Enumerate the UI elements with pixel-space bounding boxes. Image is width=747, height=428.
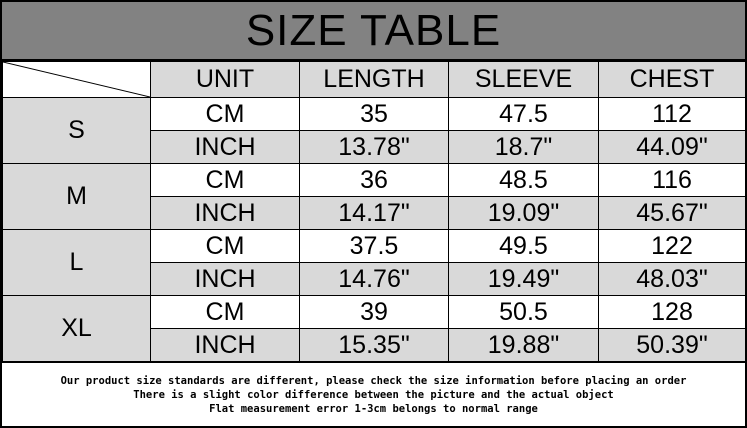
diagonal-corner-cell — [2, 61, 151, 98]
note-line: There is a slight color difference betwe… — [133, 388, 614, 401]
table-row: INCH 15.35" 19.88" 50.39" — [3, 328, 746, 362]
size-label: L — [2, 229, 151, 296]
page-title: SIZE TABLE — [2, 2, 745, 61]
cell-chest: 122 — [598, 229, 746, 263]
note-line: Our product size standards are different… — [60, 374, 687, 387]
cell-chest: 45.67" — [598, 196, 746, 230]
cell-sleeve: 19.49" — [448, 262, 599, 296]
size-label: M — [2, 163, 151, 230]
cell-length: 37.5 — [299, 229, 449, 263]
cell-sleeve: 19.09" — [448, 196, 599, 230]
cell-unit: INCH — [150, 196, 300, 230]
cell-length: 36 — [299, 163, 449, 197]
notes: Our product size standards are different… — [2, 362, 745, 426]
cell-length: 35 — [299, 97, 449, 131]
cell-chest: 116 — [598, 163, 746, 197]
cell-chest: 50.39" — [598, 328, 746, 362]
cell-unit: CM — [150, 295, 300, 329]
size-table: UNIT LENGTH SLEEVE CHEST S CM 35 47.5 112 INC… — [2, 61, 746, 362]
header-unit: UNIT — [150, 61, 300, 98]
cell-unit: CM — [150, 163, 300, 197]
size-label: XL — [2, 295, 151, 362]
cell-length: 14.76" — [299, 262, 449, 296]
table-row: XL CM 39 50.5 128 — [2, 295, 746, 362]
cell-chest: 112 — [598, 97, 746, 131]
header-sleeve: SLEEVE — [448, 61, 599, 98]
table-row: INCH 14.76" 19.49" 48.03" — [3, 262, 746, 296]
cell-length: 15.35" — [299, 328, 449, 362]
cell-unit: CM — [150, 229, 300, 263]
table-row: INCH 14.17" 19.09" 45.67" — [3, 196, 746, 230]
cell-unit: INCH — [150, 328, 300, 362]
cell-unit: INCH — [150, 262, 300, 296]
table-row: L CM 37.5 49.5 122 — [2, 229, 746, 296]
cell-sleeve: 49.5 — [448, 229, 599, 263]
cell-sleeve: 50.5 — [448, 295, 599, 329]
cell-chest: 48.03" — [598, 262, 746, 296]
cell-chest: 44.09" — [598, 130, 746, 164]
cell-sleeve: 48.5 — [448, 163, 599, 197]
cell-unit: CM — [150, 97, 300, 131]
header-chest: CHEST — [598, 61, 746, 98]
header-row: UNIT LENGTH SLEEVE CHEST — [2, 61, 746, 98]
cell-unit: INCH — [150, 130, 300, 164]
table-row: S CM 35 47.5 112 — [2, 97, 746, 164]
cell-sleeve: 47.5 — [448, 97, 599, 131]
cell-chest: 128 — [598, 295, 746, 329]
table-row: M CM 36 48.5 116 — [2, 163, 746, 230]
cell-sleeve: 19.88" — [448, 328, 599, 362]
note-line: Flat measurement error 1-3cm belongs to … — [209, 402, 538, 415]
cell-length: 14.17" — [299, 196, 449, 230]
size-label: S — [2, 97, 151, 164]
cell-length: 39 — [299, 295, 449, 329]
header-length: LENGTH — [299, 61, 449, 98]
cell-sleeve: 18.7" — [448, 130, 599, 164]
table-row: INCH 13.78" 18.7" 44.09" — [3, 130, 746, 164]
cell-length: 13.78" — [299, 130, 449, 164]
